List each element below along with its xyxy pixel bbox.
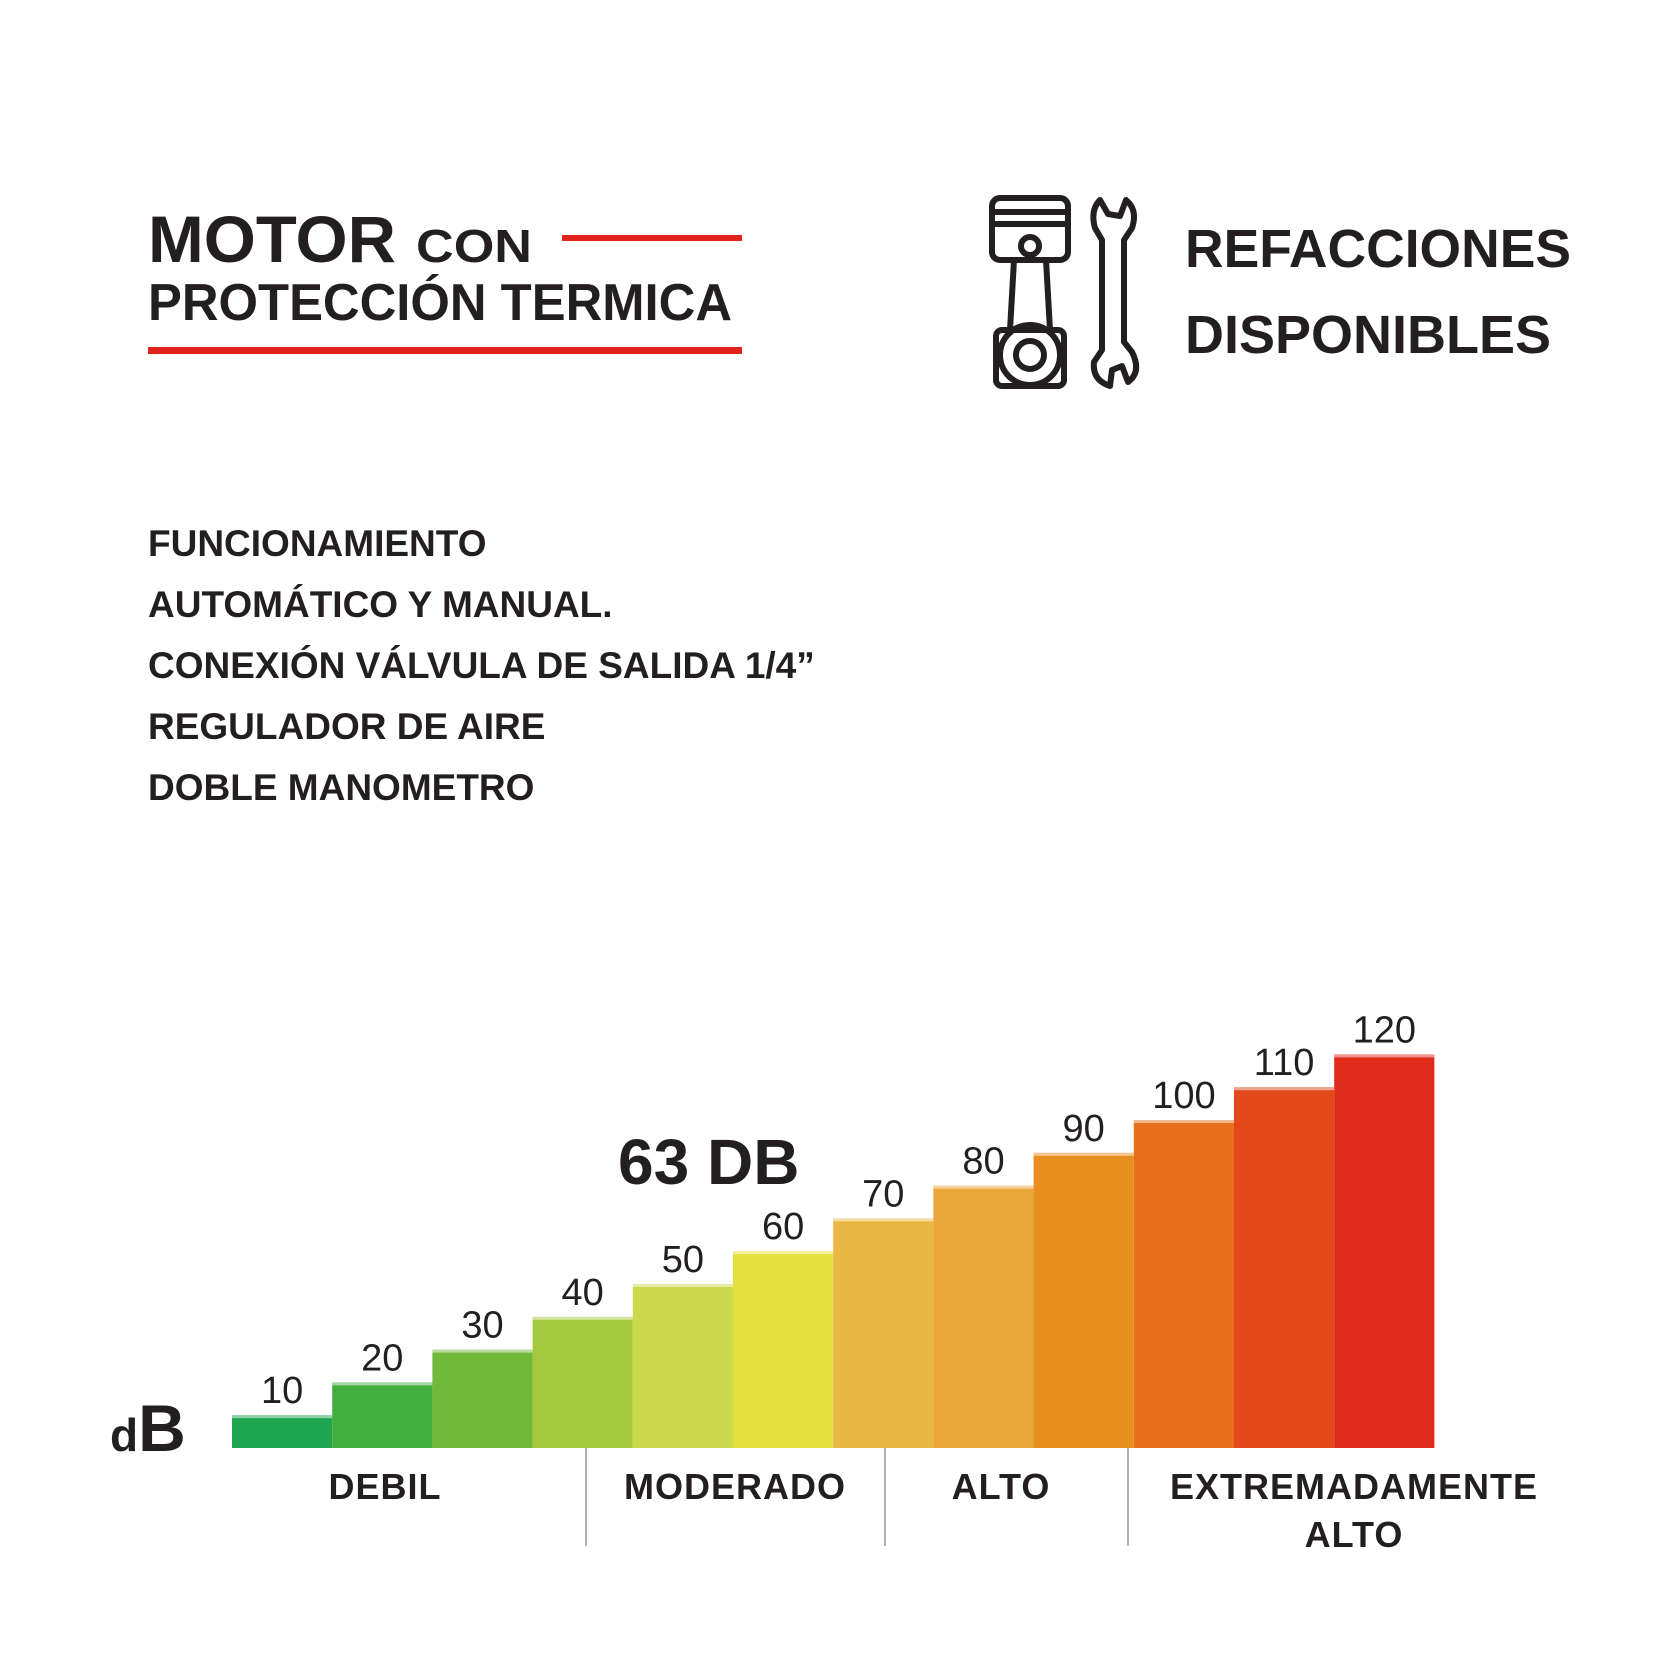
noise-rating: 63 DB [618,1126,799,1198]
bar-label: 40 [562,1272,604,1314]
bar-label: 30 [461,1305,503,1347]
db-bar [532,1316,633,1448]
bar-top [933,1185,1034,1189]
bar-label: 110 [1254,1042,1315,1084]
range-label: DEBIL [329,1466,442,1507]
db-bar [632,1284,733,1448]
db-bar [1033,1152,1134,1448]
bar-label: 70 [862,1173,904,1215]
bar-top [632,1284,733,1287]
bar-label: 60 [762,1206,804,1248]
bar-label: 80 [962,1141,1004,1183]
motor-con: CON [416,220,532,272]
spares-line: DISPONIBLES [1185,305,1551,365]
feature-line: AUTOMÁTICO Y MANUAL. [148,584,613,625]
range-label: EXTREMADAMENTE [1170,1466,1538,1507]
red-line [562,235,742,241]
piston-icon [989,195,1071,389]
bar-top [1234,1087,1335,1091]
feature-line: FUNCIONAMIENTO [148,523,486,564]
bar-top [332,1382,433,1386]
range-label: ALTO [952,1466,1051,1507]
feature-line: CONEXIÓN VÁLVULA DE SALIDA 1/4” [148,644,815,686]
db-bar [833,1218,934,1448]
bar-label: 120 [1353,1009,1416,1051]
db-bar [733,1251,834,1448]
spares-line: REFACCIONES [1185,219,1571,279]
bar-top [432,1349,533,1353]
db-bar [933,1185,1034,1448]
db-bar [232,1415,333,1448]
db-bar [1334,1054,1435,1448]
bar-top [1133,1120,1234,1123]
bar-label: 100 [1152,1075,1215,1117]
feature-line: DOBLE MANOMETRO [148,767,534,808]
bar-top [232,1415,333,1419]
db-bar [432,1349,533,1448]
red-line [148,347,742,354]
db-bar [1133,1120,1234,1448]
bar-top [1334,1054,1435,1058]
motor-subtitle: PROTECCIÓN TERMICA [148,274,732,332]
motor-title: MOTOR [148,202,396,276]
db-bar [332,1382,433,1448]
bar-top [733,1251,834,1255]
wrench-icon [1090,197,1140,389]
bar-label: 50 [662,1239,704,1281]
range-label: MODERADO [624,1466,846,1507]
bar-label: 10 [261,1370,303,1412]
feature-line: REGULADOR DE AIRE [148,706,545,747]
range-label: ALTO [1305,1514,1404,1555]
bar-label: 90 [1063,1108,1105,1150]
bar-top [532,1316,633,1320]
db-bar [1234,1087,1335,1448]
bar-top [1033,1152,1134,1156]
bar-top [833,1218,934,1222]
bar-label: 20 [361,1337,403,1379]
unit-label: dB [110,1391,186,1465]
